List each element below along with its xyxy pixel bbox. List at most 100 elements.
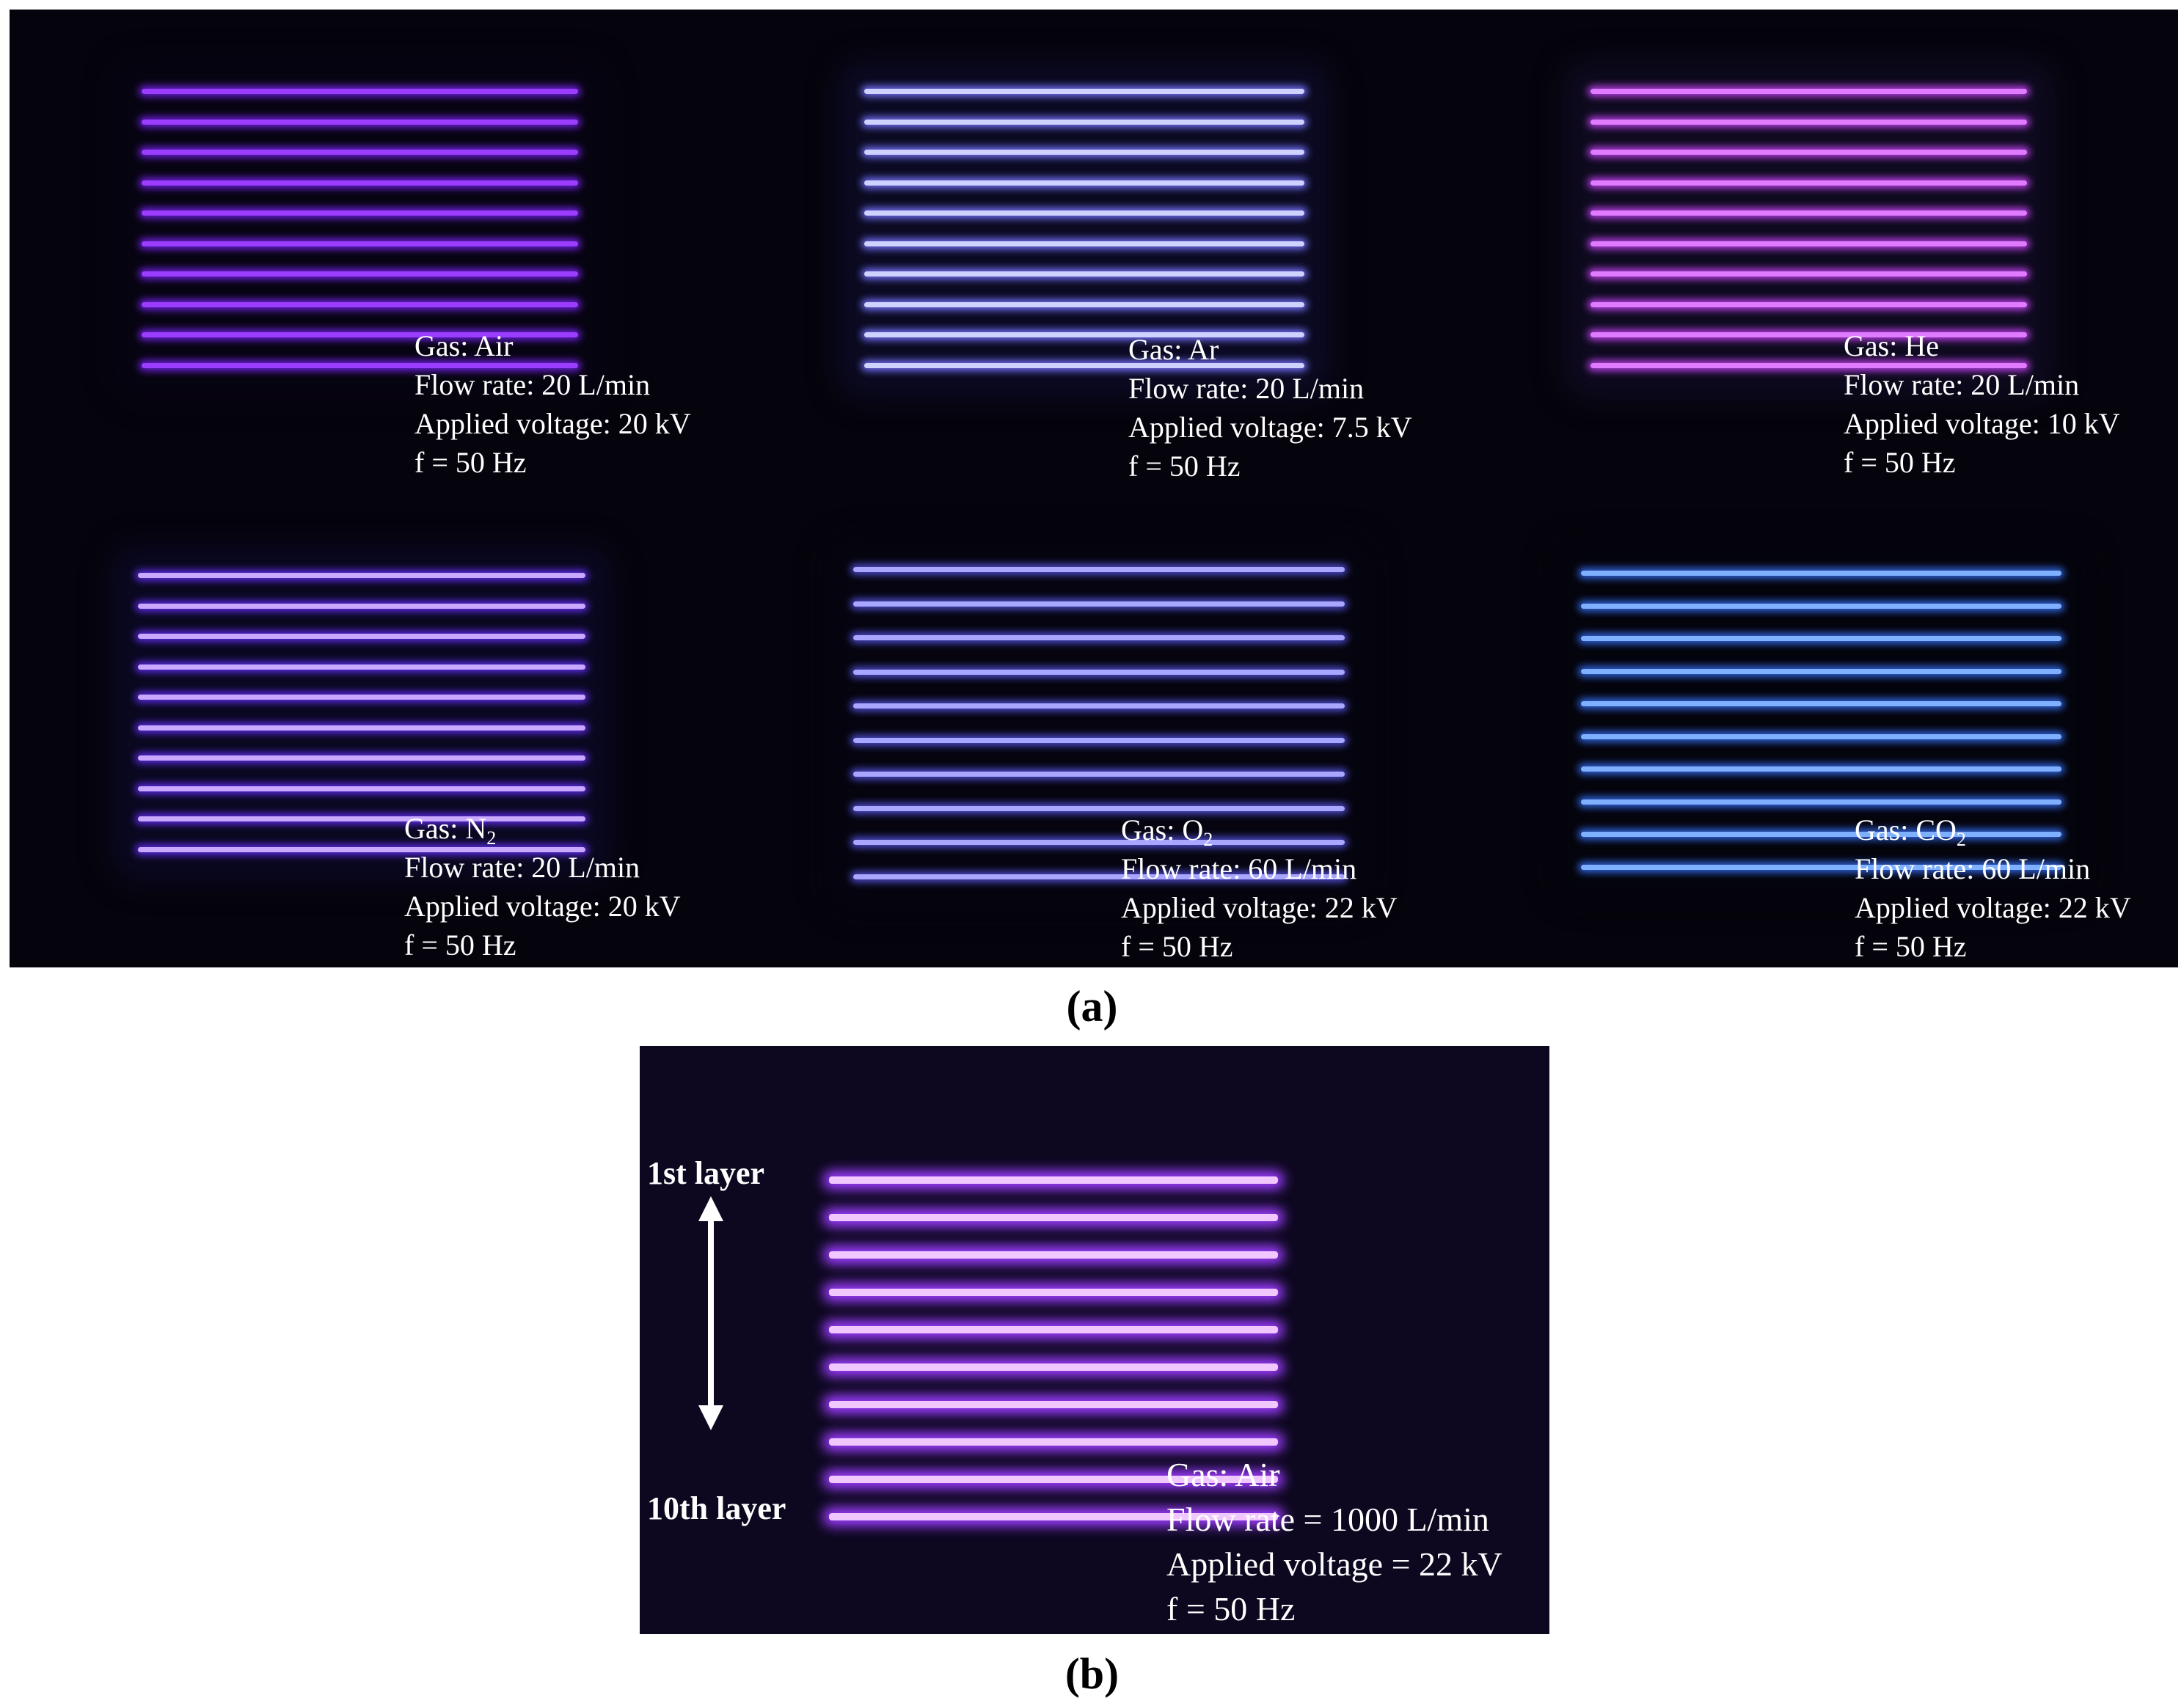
gas-conditions-label: Gas: O2 Flow rate: 60 L/min Applied voltag… <box>1121 810 1398 966</box>
frequency-label: f = 50 Hz <box>1121 930 1233 963</box>
figure-panel-b: 1st layer 10th layer Gas: Air Flow rate … <box>640 1046 1549 1634</box>
tenth-layer-label: 10th layer <box>647 1490 786 1526</box>
discharge-tube <box>853 737 1345 743</box>
gas-conditions-label: Gas: He Flow rate: 20 L/min Applied voltag… <box>1844 326 2120 482</box>
discharge-tube <box>1581 832 2061 837</box>
frequency-label: f = 50 Hz <box>1844 446 1956 479</box>
discharge-tube <box>853 567 1345 572</box>
discharge-tube <box>1581 799 2061 805</box>
arrow-down-icon <box>698 1405 723 1430</box>
discharge-tube <box>142 150 578 155</box>
discharge-tube-layer <box>829 1289 1278 1296</box>
discharge-tube <box>142 89 578 94</box>
discharge-tube <box>142 362 578 368</box>
discharge-tube <box>1590 89 2027 94</box>
gas-label: Gas: Air <box>414 329 514 362</box>
flow-rate-label: Flow rate: 20 L/min <box>404 851 640 884</box>
gas-label: Gas: He <box>1844 329 1939 362</box>
discharge-tube-layer <box>829 1251 1278 1259</box>
discharge-tube <box>864 271 1304 277</box>
gas-conditions-label: Gas: CO2 Flow rate: 60 L/min Applied volta… <box>1855 810 2131 966</box>
discharge-tube <box>864 180 1304 186</box>
discharge-tube <box>1590 271 2027 277</box>
discharge-tube <box>138 664 585 670</box>
discharge-tube <box>1590 150 2027 155</box>
flow-rate-label: Flow rate: 20 L/min <box>414 368 651 401</box>
discharge-tube <box>142 332 578 337</box>
discharge-tube <box>853 635 1345 640</box>
voltage-label: Applied voltage: 22 kV <box>1121 891 1398 924</box>
gas-label: Gas: Ar <box>1128 333 1219 366</box>
discharge-tube <box>138 695 585 700</box>
discharge-tube <box>142 301 578 307</box>
caption-b: (b) <box>1064 1650 1120 1698</box>
discharge-tube <box>864 332 1304 337</box>
discharge-tube <box>853 772 1345 777</box>
flow-rate-label: Flow rate: 20 L/min <box>1844 368 2080 401</box>
gas-cell-air: Gas: Air Flow rate: 20 L/min Applied volta… <box>10 10 732 494</box>
discharge-background <box>112 59 607 400</box>
frequency-label: f = 50 Hz <box>404 929 516 962</box>
discharge-background <box>1561 59 2056 400</box>
discharge-background <box>835 59 1334 400</box>
discharge-tube <box>138 573 585 578</box>
discharge-tube <box>1590 119 2027 125</box>
discharge-tube <box>853 840 1345 845</box>
gas-conditions-label: Gas: N2 Flow rate: 20 L/min Applied voltag… <box>404 809 681 964</box>
discharge-tube <box>138 725 585 731</box>
discharge-tube <box>138 755 585 761</box>
discharge-tube <box>853 874 1345 879</box>
discharge-tube-layer <box>829 1513 1278 1520</box>
flow-rate-label: Flow rate: 60 L/min <box>1855 852 2091 885</box>
discharge-tube <box>1581 733 2061 739</box>
discharge-tube <box>1581 636 2061 641</box>
discharge-tube <box>1590 210 2027 216</box>
discharge-tube <box>142 210 578 216</box>
discharge-tube <box>1581 571 2061 576</box>
discharge-tube <box>853 669 1345 675</box>
discharge-tube <box>142 119 578 125</box>
voltage-label: Applied voltage = 22 kV <box>1166 1545 1502 1583</box>
discharge-tube <box>1581 668 2061 674</box>
first-layer-label: 1st layer <box>647 1155 765 1191</box>
arrow-up-icon <box>698 1196 723 1221</box>
voltage-label: Applied voltage: 7.5 kV <box>1128 411 1412 444</box>
gas-label: Gas: Air <box>1166 1456 1280 1493</box>
discharge-tube-layer <box>829 1176 1278 1184</box>
discharge-tube <box>864 119 1304 125</box>
flow-rate-label: Flow rate: 60 L/min <box>1121 852 1357 885</box>
discharge-tube <box>1590 362 2027 368</box>
discharge-background <box>824 538 1374 911</box>
gas-cell-n2: Gas: N2 Flow rate: 20 L/min Applied voltag… <box>10 494 732 967</box>
frequency-label: f = 50 Hz <box>414 446 527 479</box>
discharge-tube-layer <box>829 1363 1278 1371</box>
discharge-tube <box>138 816 585 821</box>
discharge-tube <box>864 150 1304 155</box>
gas-cell-co2: Gas: CO2 Flow rate: 60 L/min Applied volta… <box>1455 494 2178 967</box>
gas-cell-he: Gas: He Flow rate: 20 L/min Applied voltag… <box>1455 10 2178 494</box>
double-arrow-icon <box>708 1218 714 1409</box>
discharge-tube <box>1590 241 2027 246</box>
discharge-tube <box>864 301 1304 307</box>
gas-label: Gas: N2 <box>404 812 497 849</box>
discharge-tube <box>1581 701 2061 706</box>
figure-panel-a: Gas: Air Flow rate: 20 L/min Applied volta… <box>10 10 2178 967</box>
gas-conditions-label: Gas: Ar Flow rate: 20 L/min Applied voltag… <box>1128 330 1412 486</box>
gas-cell-ar: Gas: Ar Flow rate: 20 L/min Applied voltag… <box>732 10 1455 494</box>
discharge-tube <box>864 210 1304 216</box>
frequency-label: f = 50 Hz <box>1128 450 1241 483</box>
discharge-tube <box>1581 864 2061 870</box>
discharge-tube <box>864 89 1304 94</box>
voltage-label: Applied voltage: 10 kV <box>1844 407 2120 440</box>
gas-cell-o2: Gas: O2 Flow rate: 60 L/min Applied voltag… <box>732 494 1455 967</box>
gas-label: Gas: O2 <box>1121 813 1213 850</box>
discharge-tube <box>1581 766 2061 772</box>
discharge-tube <box>138 634 585 639</box>
discharge-tube <box>864 241 1304 246</box>
flow-rate-label: Flow rate = 1000 L/min <box>1166 1501 1489 1538</box>
frequency-label: f = 50 Hz <box>1855 930 1967 963</box>
discharge-tube <box>1581 603 2061 609</box>
discharge-tube <box>1590 332 2027 337</box>
discharge-tube-layer <box>829 1401 1278 1408</box>
discharge-tube <box>853 703 1345 709</box>
